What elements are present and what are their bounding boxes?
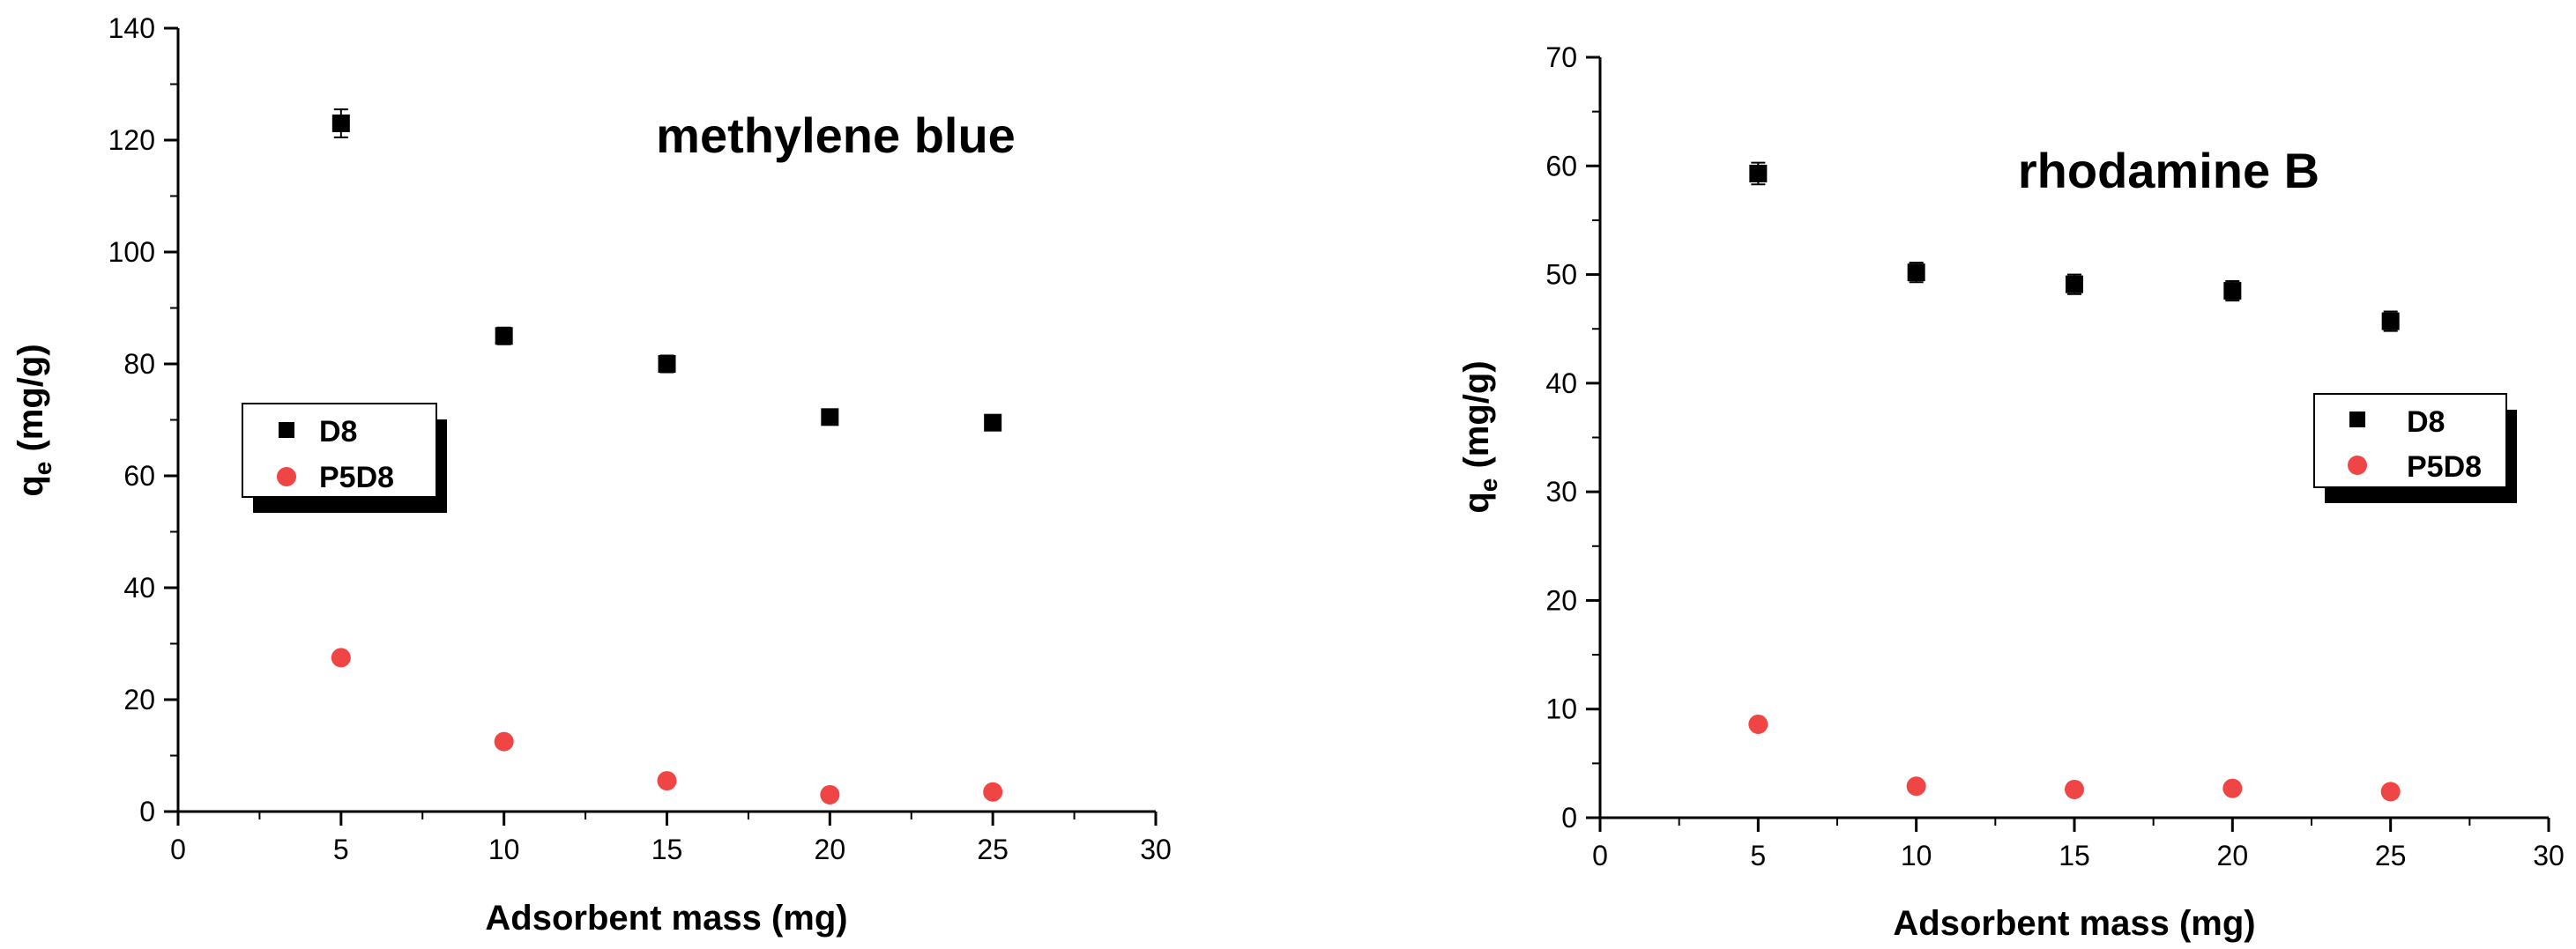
data-marks: [1748, 161, 2401, 802]
legend-label-p5d8: P5D8: [2407, 450, 2482, 484]
y-tick-label: 30: [1545, 476, 1577, 508]
data-point-square: [2223, 282, 2242, 300]
legend-label-p5d8: P5D8: [319, 461, 394, 494]
y-tick-label: 80: [123, 348, 155, 380]
data-point-square: [495, 327, 513, 345]
y-axis-title-unit: (mg/g): [1457, 360, 1496, 478]
x-tick-label: 5: [1750, 840, 1766, 871]
data-point-square: [821, 408, 839, 426]
x-tick-label: 20: [2217, 840, 2249, 871]
x-tick-label: 30: [1140, 834, 1172, 865]
data-point-circle: [2222, 778, 2243, 798]
y-tick-label: 100: [108, 236, 155, 268]
data-point-circle: [657, 771, 677, 791]
y-axis-title-main: q: [1457, 492, 1496, 513]
y-tick-label: 60: [1545, 150, 1577, 182]
x-tick-labels: 0 5 10 15 20 25 30: [1592, 840, 2565, 871]
y-tick-label: 60: [123, 460, 155, 492]
x-axis-title: Adsorbent mass (mg): [1893, 904, 2255, 943]
chart-title: methylene blue: [656, 108, 1016, 163]
x-tick-label: 30: [2533, 840, 2565, 871]
chart-title: rhodamine B: [2018, 143, 2319, 198]
legend: D8 P5D8: [2313, 393, 2517, 503]
data-point-square: [2381, 312, 2400, 330]
legend-square-marker: [279, 422, 294, 438]
x-tick-label: 25: [2375, 840, 2407, 871]
y-tick-label: 40: [123, 572, 155, 604]
data-point-square: [984, 413, 1002, 432]
legend-circle-marker: [277, 467, 296, 486]
data-point-circle: [2065, 779, 2084, 799]
y-tick-label: 20: [123, 684, 155, 715]
y-axis-title: qe (mg/g): [11, 344, 56, 496]
data-point-square: [1749, 164, 1768, 182]
axis-ticks: [1586, 56, 2550, 832]
rhodamine-b-chart: 0 5 10 15 20 25 30 0 10 20 30 40 50 60 70 rhodamine B…: [1457, 41, 2565, 943]
data-point-square: [658, 355, 676, 373]
y-tick-label: 70: [1545, 41, 1577, 73]
x-tick-label: 0: [170, 834, 186, 865]
y-axis-title: qe (mg/g): [1457, 360, 1502, 513]
y-tick-label: 0: [139, 796, 155, 827]
x-tick-label: 10: [488, 834, 520, 865]
x-tick-label: 10: [1901, 840, 1932, 871]
data-point-circle: [331, 648, 351, 668]
y-axis-title-main: q: [11, 475, 50, 496]
y-tick-label: 0: [1561, 802, 1577, 834]
data-point-circle: [494, 731, 514, 752]
y-axis-title-sub: e: [29, 462, 56, 476]
y-tick-label: 20: [1545, 584, 1577, 616]
legend-square-marker: [2349, 411, 2365, 427]
data-point-square: [1907, 263, 1925, 282]
legend-box: [242, 403, 437, 498]
legend-label-d8: D8: [319, 415, 357, 449]
y-tick-labels: 0 20 40 60 80 100 120 140: [108, 12, 155, 827]
x-tick-label: 5: [333, 834, 349, 865]
y-tick-labels: 0 10 20 30 40 50 60 70: [1545, 41, 1577, 834]
y-tick-label: 40: [1545, 367, 1577, 399]
axis-ticks: [164, 26, 1158, 826]
data-point-circle: [983, 782, 1003, 802]
y-tick-label: 10: [1545, 693, 1577, 725]
data-point-square: [2066, 275, 2083, 293]
x-tick-label: 15: [651, 834, 683, 865]
data-point-circle: [1748, 714, 1768, 734]
legend-circle-marker: [2348, 456, 2367, 475]
y-tick-label: 50: [1545, 259, 1577, 291]
y-tick-label: 140: [108, 12, 155, 44]
x-tick-label: 0: [1592, 840, 1608, 871]
data-marks: [331, 108, 1003, 804]
legend: D8 P5D8: [242, 403, 447, 513]
data-point-circle: [1906, 776, 1926, 797]
data-point-circle: [2380, 782, 2401, 802]
x-axis-title: Adsorbent mass (mg): [485, 899, 847, 938]
x-tick-labels: 0 5 10 15 20 25 30: [170, 834, 1172, 865]
y-tick-label: 120: [108, 124, 155, 156]
x-tick-label: 20: [815, 834, 846, 865]
methylene-blue-chart: 0 5 10 15 20 25 30 0 20 40 60 80 100 120 140 methylen…: [11, 12, 1172, 938]
x-tick-label: 15: [2059, 840, 2090, 871]
legend-label-d8: D8: [2407, 405, 2445, 439]
data-point-circle: [820, 784, 840, 804]
y-axis-title-unit: (mg/g): [11, 344, 50, 461]
data-point-square: [331, 114, 350, 132]
legend-box: [2313, 393, 2507, 488]
x-tick-label: 25: [977, 834, 1009, 865]
y-axis-title-sub: e: [1475, 478, 1502, 493]
